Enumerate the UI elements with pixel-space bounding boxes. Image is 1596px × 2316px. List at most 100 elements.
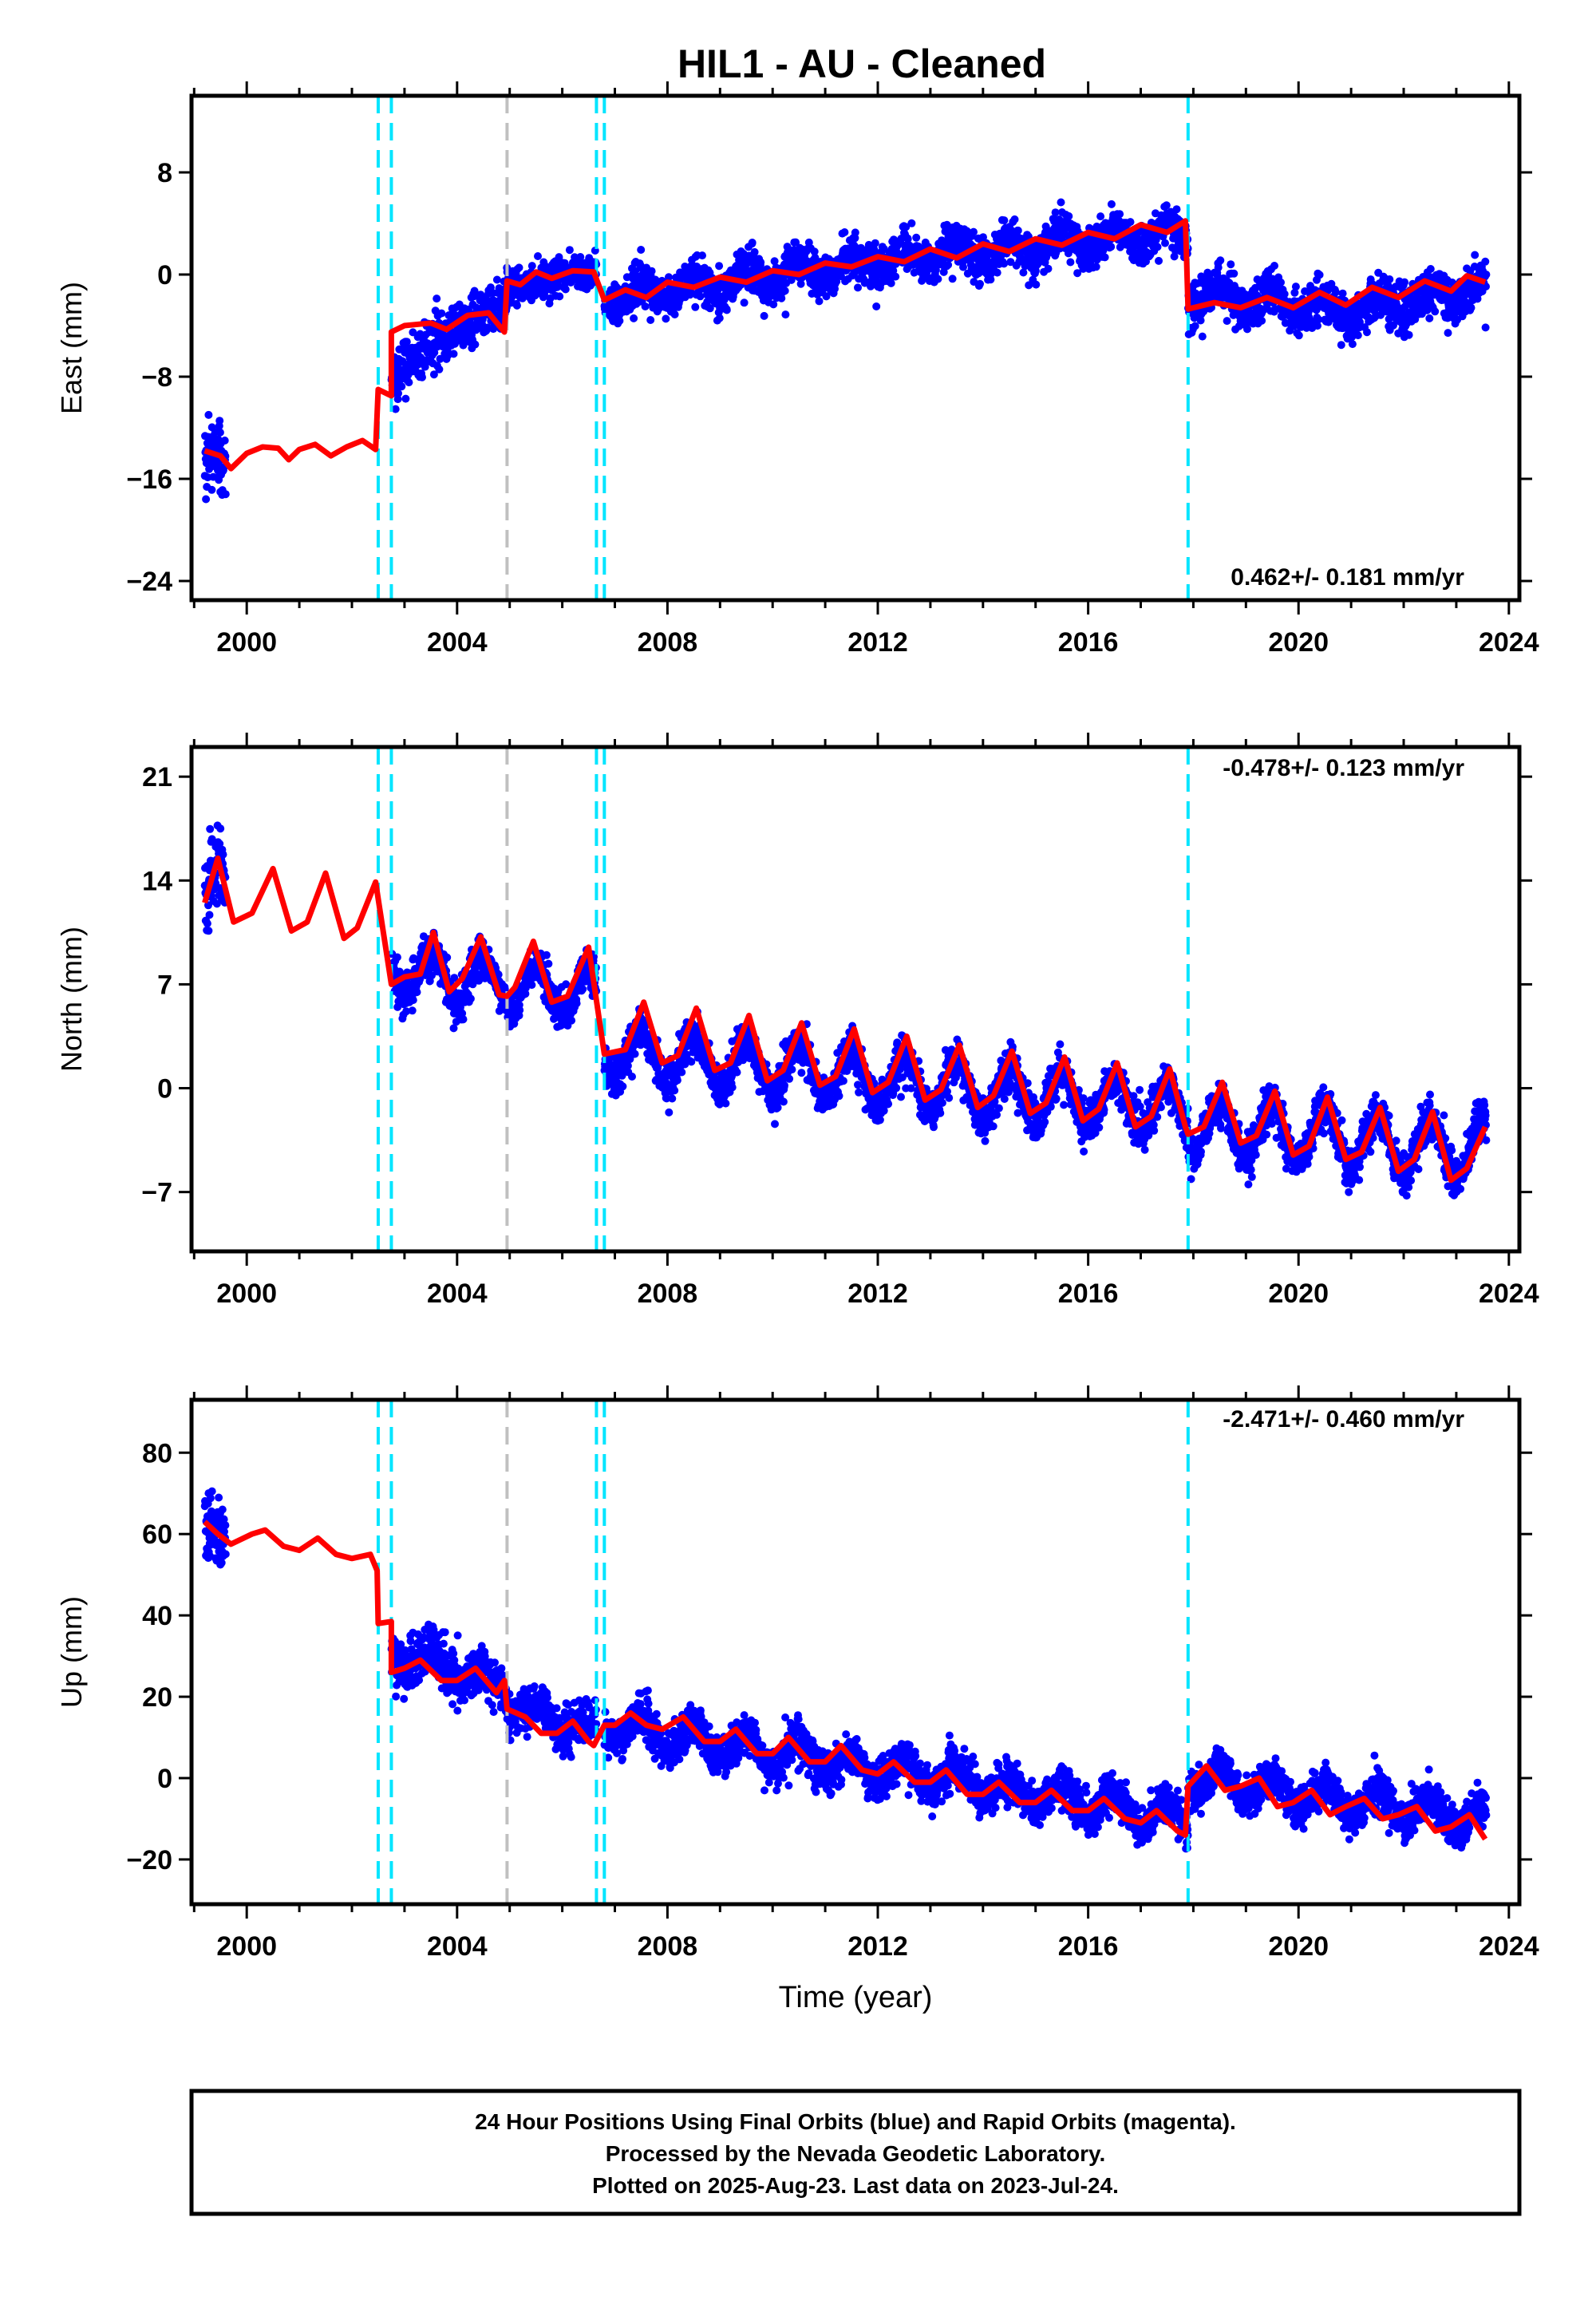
data-point [993, 268, 1001, 277]
data-point [512, 301, 521, 310]
data-point [576, 253, 585, 261]
data-point [449, 350, 458, 358]
data-point [527, 981, 536, 990]
data-point [471, 340, 480, 349]
data-point [618, 1082, 627, 1091]
data-point [391, 405, 400, 413]
data-point [204, 410, 213, 419]
data-point [1251, 283, 1260, 292]
y-tick-label: −16 [126, 464, 172, 495]
data-point [1467, 303, 1476, 312]
data-point [1066, 258, 1075, 267]
data-point [637, 246, 646, 254]
data-point [1073, 269, 1082, 278]
x-tick-label: 2012 [847, 627, 908, 658]
data-point [1198, 332, 1207, 341]
velocity-label: 0.462+/- 0.181 mm/yr [1231, 564, 1464, 591]
data-point [458, 1009, 467, 1018]
data-point [822, 292, 831, 301]
data-point [534, 252, 542, 260]
x-tick-label: 2024 [1479, 627, 1539, 658]
data-point [1331, 288, 1340, 297]
data-point [413, 988, 421, 997]
data-point [1363, 328, 1371, 337]
data-point [1294, 331, 1303, 340]
data-point [516, 1006, 524, 1014]
data-point [854, 283, 862, 292]
data-point [560, 259, 569, 267]
data-point [691, 302, 700, 311]
data-point [891, 272, 900, 281]
data-point [443, 953, 452, 962]
data-point [1216, 256, 1225, 265]
data-point [202, 495, 211, 504]
data-point [405, 378, 413, 387]
x-tick-label: 2000 [216, 627, 277, 658]
data-point [429, 370, 438, 379]
data-point [207, 835, 216, 844]
data-point [494, 970, 503, 979]
data-point [433, 294, 441, 303]
data-point [515, 263, 523, 272]
data-point [220, 437, 229, 445]
data-point [204, 927, 213, 935]
y-axis-label: East (mm) [55, 282, 88, 414]
data-point [673, 1076, 681, 1085]
data-point [1126, 218, 1135, 227]
data-point [1425, 314, 1434, 322]
data-point [698, 251, 706, 260]
data-point [1290, 288, 1299, 297]
data-point [840, 228, 849, 236]
data-point [1481, 257, 1490, 266]
data-point [670, 310, 679, 318]
data-point [670, 1086, 679, 1095]
data-point [682, 1050, 691, 1059]
data-point [205, 911, 214, 919]
data-point [668, 1094, 677, 1103]
data-point [430, 348, 439, 357]
data-point [871, 239, 879, 247]
chart-title: HIL1 - AU - Cleaned [678, 41, 1046, 86]
y-tick-label: 8 [157, 158, 172, 188]
data-point [1315, 271, 1324, 279]
x-tick-label: 2008 [638, 627, 698, 658]
data-point [740, 298, 749, 307]
data-point [435, 365, 444, 373]
data-point [970, 227, 978, 236]
data-point [1227, 260, 1235, 269]
data-point [1044, 264, 1053, 273]
data-point [887, 279, 895, 287]
data-point [393, 953, 401, 962]
data-point [394, 389, 402, 397]
data-point [561, 285, 570, 294]
data-point [408, 1006, 417, 1015]
data-point [1277, 278, 1285, 287]
data-point [1338, 289, 1347, 298]
data-point [948, 275, 957, 283]
data-point [203, 919, 211, 928]
data-point [750, 247, 759, 256]
data-point [715, 262, 724, 271]
data-point [1270, 262, 1278, 270]
data-point [912, 233, 921, 242]
data-point [615, 317, 624, 325]
data-point [1000, 259, 1009, 268]
x-tick-label: 2016 [1058, 627, 1119, 658]
data-point [1006, 258, 1015, 267]
data-point [1356, 318, 1364, 326]
data-point [475, 976, 484, 985]
data-point [527, 262, 536, 271]
data-point [1327, 279, 1336, 288]
data-point [215, 417, 224, 425]
data-point [1057, 198, 1065, 207]
data-point [769, 300, 778, 309]
data-point [1291, 283, 1300, 291]
data-point [628, 1073, 636, 1081]
data-point [397, 382, 406, 391]
data-point [409, 996, 417, 1005]
data-point [647, 267, 656, 275]
data-point [641, 302, 650, 310]
data-point [986, 275, 995, 284]
data-point [815, 297, 824, 306]
